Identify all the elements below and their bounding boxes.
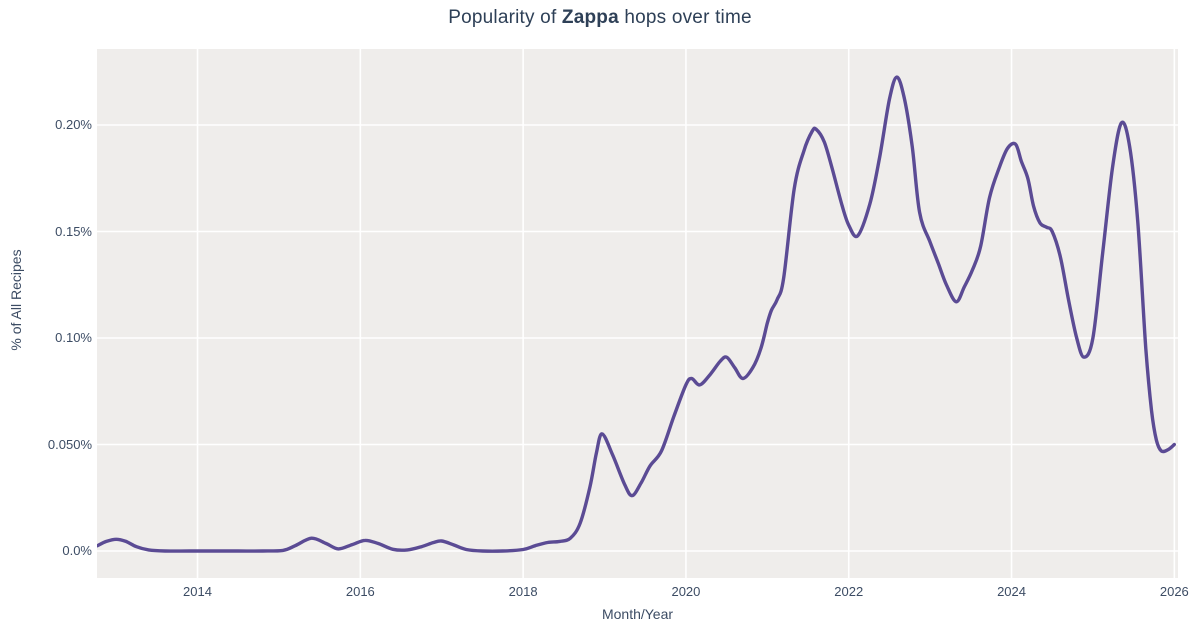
chart-title-suffix: hops over time	[618, 7, 752, 28]
plot-area	[97, 49, 1178, 578]
x-tick-label: 2018	[508, 584, 538, 599]
x-tick-label: 2022	[834, 584, 864, 599]
chart-title: Popularity of Zappa hops over time	[0, 7, 1200, 29]
y-tick-label: 0.0%	[62, 543, 92, 558]
x-tick-label: 2024	[997, 584, 1026, 599]
y-tick-label: 0.20%	[55, 117, 92, 132]
x-tick-label: 2026	[1159, 584, 1189, 599]
zappa-series-line	[97, 75, 1176, 553]
y-tick-label: 0.050%	[47, 436, 92, 452]
x-tick-label: 2016	[345, 584, 375, 599]
x-tick-label: 2020	[671, 584, 701, 599]
y-tick-label: 0.10%	[55, 330, 92, 345]
x-tick-label: 2014	[183, 584, 212, 599]
y-axis-title-text: % of All Recipes	[8, 249, 24, 351]
gridlines	[97, 49, 1178, 578]
line-chart	[97, 49, 1178, 578]
chart-title-prefix: Popularity of	[448, 7, 562, 28]
y-tick-label: 0.15%	[55, 223, 92, 239]
x-axis-title: Month/Year	[601, 606, 674, 622]
chart-title-hop-name: Zappa	[561, 7, 619, 28]
